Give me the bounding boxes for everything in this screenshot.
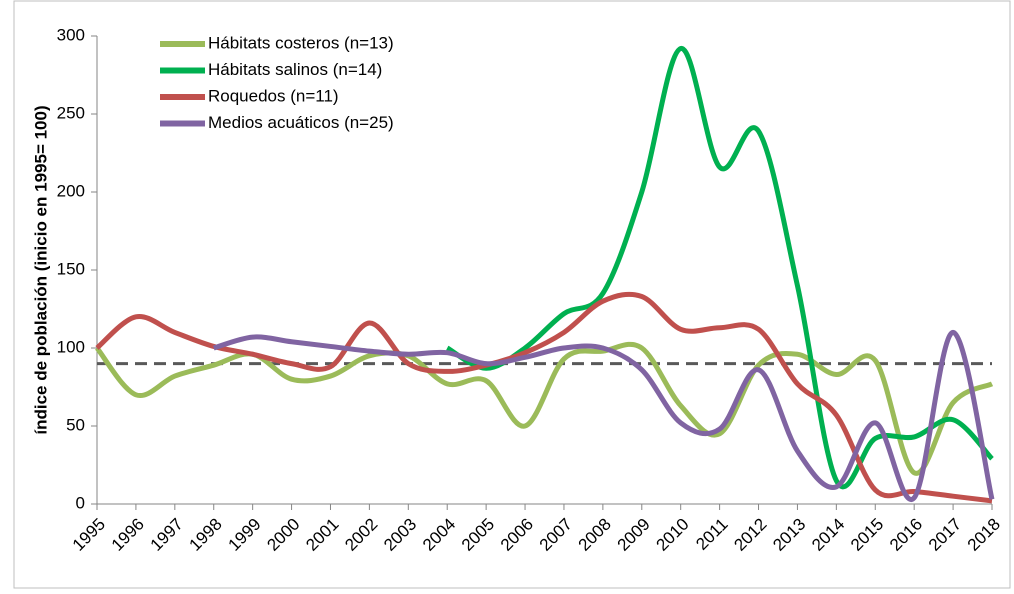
chart-frame	[13, 0, 1011, 589]
legend-label: Roquedos (n=11)	[208, 86, 339, 105]
y-tick-label: 0	[76, 493, 85, 512]
y-tick-label: 150	[57, 259, 85, 278]
y-tick-label: 200	[57, 181, 85, 200]
y-tick-label: 100	[57, 337, 85, 356]
legend-label: Hábitats salinos (n=14)	[208, 60, 382, 79]
y-tick-label: 50	[66, 415, 85, 434]
y-tick-label: 300	[57, 25, 85, 44]
legend-label: Hábitats costeros (n=13)	[208, 33, 394, 52]
legend-label: Medios acuáticos (n=25)	[208, 113, 394, 132]
y-tick-label: 250	[57, 103, 85, 122]
line-series	[445, 45, 994, 490]
y-axis-label: índice de población (inicio en 1995= 100…	[31, 105, 50, 434]
line-series	[95, 291, 993, 504]
line-series	[213, 329, 995, 502]
